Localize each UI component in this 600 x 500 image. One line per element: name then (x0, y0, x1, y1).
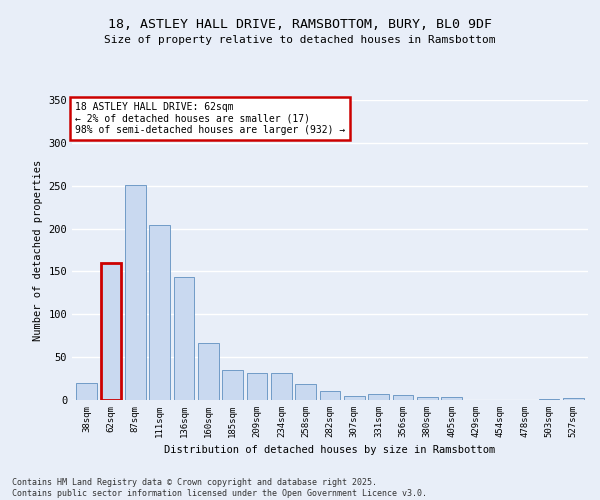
Bar (222, 370, 243, 400)
Bar (392, 395, 413, 400)
Bar (344, 396, 365, 400)
Bar (417, 396, 438, 400)
Bar (198, 342, 218, 400)
Bar (539, 399, 559, 400)
Bar (442, 398, 462, 400)
Bar (125, 185, 146, 400)
Text: 18 ASTLEY HALL DRIVE: 62sqm
← 2% of detached houses are smaller (17)
98% of semi: 18 ASTLEY HALL DRIVE: 62sqm ← 2% of deta… (74, 102, 345, 134)
Bar (295, 384, 316, 400)
Text: 18, ASTLEY HALL DRIVE, RAMSBOTTOM, BURY, BL0 9DF: 18, ASTLEY HALL DRIVE, RAMSBOTTOM, BURY,… (108, 18, 492, 30)
Bar (101, 263, 121, 400)
Text: Contains HM Land Registry data © Crown copyright and database right 2025.
Contai: Contains HM Land Registry data © Crown c… (12, 478, 427, 498)
Bar (563, 398, 584, 400)
Y-axis label: Number of detached properties: Number of detached properties (33, 160, 43, 340)
Bar (320, 390, 340, 400)
Bar (76, 383, 97, 400)
Bar (149, 225, 170, 400)
Bar (173, 276, 194, 400)
Text: Size of property relative to detached houses in Ramsbottom: Size of property relative to detached ho… (104, 35, 496, 45)
Bar (247, 372, 268, 400)
Bar (368, 394, 389, 400)
X-axis label: Distribution of detached houses by size in Ramsbottom: Distribution of detached houses by size … (164, 446, 496, 456)
Bar (271, 374, 292, 400)
